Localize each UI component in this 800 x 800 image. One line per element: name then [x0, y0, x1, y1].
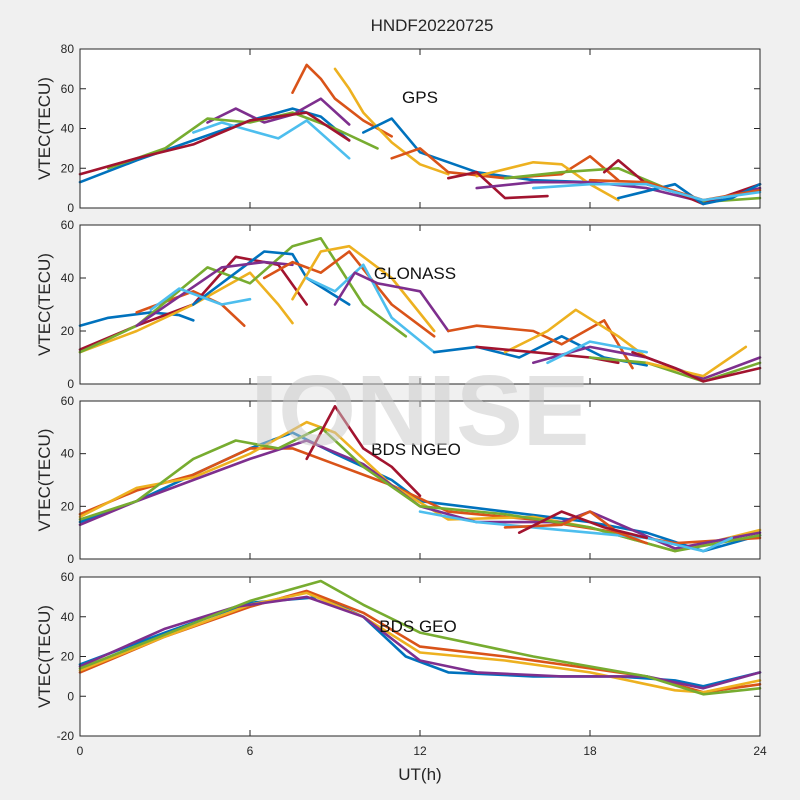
y-tick-label: 0	[67, 552, 74, 566]
series-line-4	[78, 426, 762, 553]
series-line-3	[206, 97, 351, 126]
y-tick-label: 40	[61, 610, 75, 624]
y-axis-label: VTEC(TECU)	[35, 429, 54, 532]
series-line-9	[291, 244, 436, 333]
x-tick-label: 12	[413, 744, 427, 758]
y-tick-label: 20	[61, 324, 75, 338]
y-tick-label: 20	[61, 650, 75, 664]
subplot-0: 0 20 40 60 80 VTEC(TECU) GPS	[35, 42, 762, 215]
figure-title: HNDF20220725	[371, 16, 494, 35]
y-tick-label: 40	[61, 447, 75, 461]
y-tick-label: 40	[61, 122, 75, 136]
x-tick-label: 24	[753, 744, 767, 758]
y-tick-label: 60	[61, 570, 75, 584]
series-line-8	[262, 250, 436, 338]
y-tick-label: 0	[67, 377, 74, 391]
series-group	[78, 237, 762, 383]
series-line-3	[78, 595, 762, 690]
series-line-19	[631, 350, 762, 383]
series-line-10	[447, 170, 549, 200]
x-tick-label: 18	[583, 744, 597, 758]
series-line-4	[107, 111, 379, 170]
panel-label: BDS GEO	[379, 617, 456, 636]
watermark: IONISE	[251, 355, 590, 467]
series-line-7	[362, 117, 592, 184]
y-axis-label: VTEC(TECU)	[35, 253, 54, 356]
y-tick-label: -20	[57, 729, 75, 743]
plot-area	[80, 577, 760, 736]
x-tick-label: 6	[247, 744, 254, 758]
series-line-11	[333, 271, 450, 333]
series-line-3	[78, 271, 294, 354]
panel-label: GLONASS	[374, 264, 456, 283]
x-tick-label: 0	[77, 744, 84, 758]
series-line-5	[305, 405, 422, 498]
series-group	[78, 405, 762, 553]
y-tick-label: 60	[61, 82, 75, 96]
panel-label: BDS NGEO	[371, 440, 461, 459]
y-tick-label: 60	[61, 394, 75, 408]
y-tick-label: 80	[61, 42, 75, 56]
series-line-4	[78, 579, 762, 696]
y-tick-label: 20	[61, 499, 75, 513]
series-line-0	[78, 311, 195, 327]
y-tick-label: 20	[61, 161, 75, 175]
series-group	[78, 579, 762, 696]
subplot-1: 0 20 40 60 VTEC(TECU) GLONASS	[35, 218, 762, 391]
series-line-16	[532, 182, 762, 202]
y-axis-label: VTEC(TECU)	[35, 77, 54, 180]
y-tick-label: 0	[67, 201, 74, 215]
series-line-7	[503, 510, 648, 545]
series-line-1	[291, 63, 393, 138]
series-line-8	[517, 510, 648, 540]
series-group	[78, 63, 762, 206]
panel-label: GPS	[402, 88, 438, 107]
series-line-7	[149, 287, 252, 312]
series-line-6	[78, 111, 351, 176]
series-line-6	[135, 260, 294, 327]
series-line-6	[418, 510, 733, 553]
series-line-5	[192, 119, 351, 160]
series-line-18	[645, 345, 748, 378]
y-tick-label: 40	[61, 271, 75, 285]
series-line-2	[333, 67, 450, 176]
y-tick-label: 0	[67, 689, 74, 703]
series-line-20	[546, 340, 648, 365]
series-line-4	[78, 237, 408, 354]
series-line-13	[447, 319, 634, 370]
x-axis-label: UT(h)	[398, 765, 441, 784]
y-axis-label: VTEC(TECU)	[35, 605, 54, 708]
series-line-14	[503, 308, 648, 359]
series-line-2	[78, 591, 762, 694]
series-line-17	[588, 356, 762, 383]
series-line-9	[475, 161, 620, 202]
series-line-10	[305, 263, 436, 354]
subplot-2: 0 20 40 60 VTEC(TECU) BDS NGEO	[35, 394, 762, 566]
y-tick-label: 60	[61, 218, 75, 232]
